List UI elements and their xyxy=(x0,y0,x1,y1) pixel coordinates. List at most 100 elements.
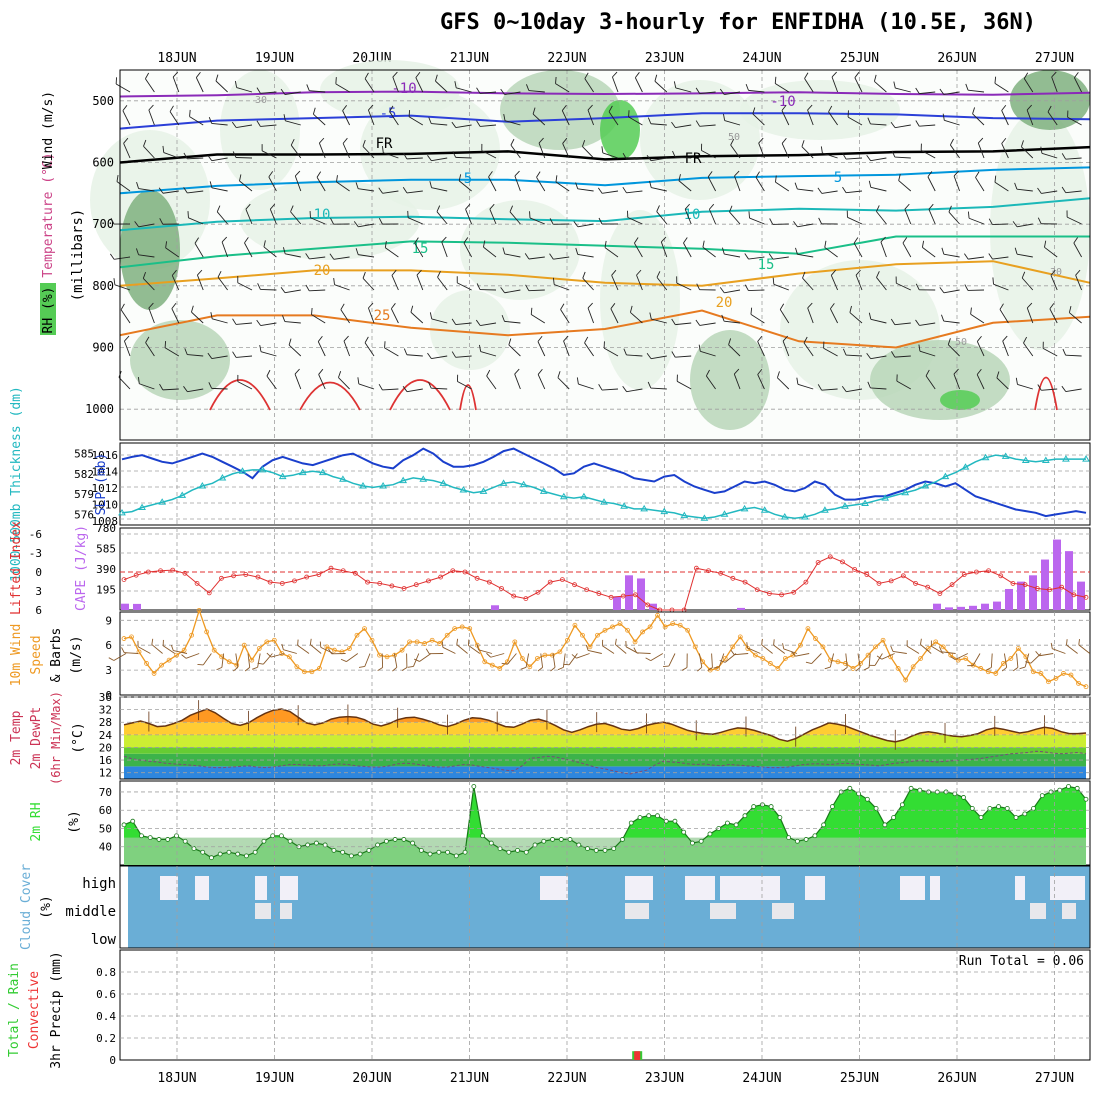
wind-barb-staff xyxy=(284,321,301,324)
rh2m-marker xyxy=(760,802,765,808)
rh-contour-label: 30 xyxy=(255,95,267,106)
wind-barb xyxy=(165,241,180,258)
wind-barb xyxy=(601,146,619,159)
rh-shading xyxy=(120,190,180,310)
wind-speed-marker xyxy=(241,642,247,648)
wind-barb xyxy=(965,83,985,93)
wind-barb xyxy=(355,248,375,258)
wind10-barb-flag xyxy=(297,639,299,646)
wind-barb-flag xyxy=(532,107,536,115)
slp-tick-label: 1014 xyxy=(92,466,119,479)
wind-barb xyxy=(941,314,960,324)
wind10-barb-staff xyxy=(1052,648,1066,654)
wind-barb xyxy=(428,381,448,390)
wind-barb-flag xyxy=(353,221,359,228)
cape-bar xyxy=(625,575,633,610)
wind-barb-staff xyxy=(463,242,472,258)
wind-barb-staff xyxy=(504,320,521,324)
wind-barb-staff xyxy=(335,83,350,93)
cape-bar xyxy=(1053,539,1061,610)
wind-barb-staff xyxy=(1065,190,1082,194)
wind-barb-flag xyxy=(524,253,530,260)
wind-barb xyxy=(115,77,131,93)
wind10-barb-flag xyxy=(340,658,347,662)
wind-barb-staff xyxy=(406,388,423,393)
wind10-barb-staff xyxy=(162,645,176,654)
thickness-marker xyxy=(298,468,307,476)
wind-barb-flag xyxy=(769,218,774,225)
wind-barb-flag xyxy=(145,72,150,79)
rh2m-marker xyxy=(200,849,206,855)
rh-shading xyxy=(130,320,230,400)
rh2m-marker xyxy=(777,815,783,820)
wind-barb-staff xyxy=(309,289,326,292)
wind-speed-line xyxy=(123,608,1087,688)
wind10-barb-staff xyxy=(562,653,566,668)
wind-barb-staff xyxy=(441,241,448,258)
wind10-barb-flag xyxy=(601,639,604,646)
wind-barb xyxy=(123,335,131,357)
wind-barb-staff xyxy=(334,284,350,291)
wind-barb-staff xyxy=(777,377,790,390)
wind-barb-staff xyxy=(188,217,204,225)
wind-barb-staff xyxy=(749,217,765,225)
wind-barb-staff xyxy=(904,208,912,225)
wind-barb-flag xyxy=(831,71,837,78)
thickness-marker xyxy=(760,506,769,513)
wind-barb-staff xyxy=(1065,388,1082,393)
precip-tick-label: 0 xyxy=(109,1054,116,1067)
wind-barb-staff xyxy=(406,157,423,160)
wind-barb-staff xyxy=(211,355,228,360)
wind10-barb-flag xyxy=(890,645,894,652)
wind-barb xyxy=(169,105,180,126)
wind10-barb-flag xyxy=(645,657,651,662)
wind-barb xyxy=(719,287,741,294)
rh2m-marker xyxy=(462,849,468,855)
wind-barb-staff xyxy=(169,111,180,126)
wind-barb-staff xyxy=(675,124,692,129)
rh2m-marker xyxy=(672,818,678,824)
mid-cloud-patch xyxy=(1062,903,1076,919)
wind-barb-staff xyxy=(237,381,253,390)
wind-barb xyxy=(671,318,692,326)
wind10-barb-staff xyxy=(507,653,517,665)
wind-barb-staff xyxy=(415,77,424,93)
wind10-barb xyxy=(467,639,481,654)
wind10-barb xyxy=(986,653,993,671)
wind-barb-flag xyxy=(1023,336,1028,344)
wind-barb-staff xyxy=(364,342,375,357)
wind-barb xyxy=(500,88,521,95)
wind-barb-staff xyxy=(996,377,1009,390)
top-day-label: 26JUN xyxy=(937,51,976,66)
wind-barb-flag xyxy=(941,314,945,322)
wind-barb-flag xyxy=(890,121,896,128)
rh2m-marker xyxy=(488,840,494,846)
wind10-barb-flag xyxy=(1066,639,1068,646)
wind-barb-flag xyxy=(123,137,129,144)
precip-convective-bar xyxy=(634,1051,641,1060)
wind-barb xyxy=(378,187,399,194)
wind10-barb-flag xyxy=(108,657,115,661)
wind-barb xyxy=(576,377,594,390)
wind10-barb-staff xyxy=(310,644,322,654)
chart-title: GFS 0~10day 3-hourly for ENFIDHA (10.5E,… xyxy=(440,10,1037,35)
wind-barb-flag xyxy=(290,138,295,146)
wind-barb-flag xyxy=(549,218,554,225)
wind-barb xyxy=(122,105,131,126)
wind-speed-marker xyxy=(1076,680,1081,686)
wind-barb xyxy=(280,287,301,294)
wind-barb xyxy=(628,110,643,126)
wind-barb xyxy=(552,277,570,291)
thickness-marker xyxy=(740,504,749,512)
wind-barb-flag xyxy=(333,277,335,285)
wind-barb-staff xyxy=(455,322,472,325)
wind10-barb-staff xyxy=(270,653,285,658)
wind-barb-flag xyxy=(772,277,775,285)
wind10-barb-staff xyxy=(257,653,261,668)
wind-barb xyxy=(145,72,155,93)
wind-barb-flag xyxy=(268,171,274,178)
wind-barb xyxy=(769,218,789,225)
wind10-barb-flag xyxy=(563,663,570,666)
wind-barb-staff xyxy=(187,354,204,357)
wind-barb xyxy=(575,182,594,192)
